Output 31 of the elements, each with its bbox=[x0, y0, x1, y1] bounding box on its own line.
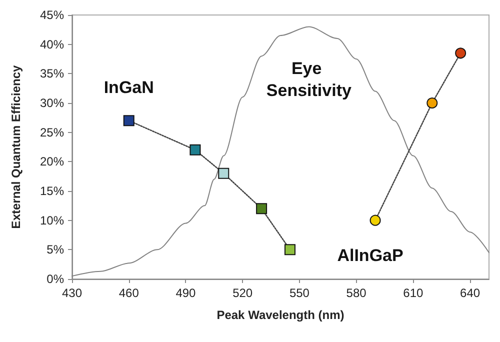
x-tick-label: 580 bbox=[346, 286, 367, 300]
y-tick-label: 0% bbox=[46, 272, 64, 286]
point bbox=[218, 168, 230, 179]
point bbox=[284, 244, 296, 256]
y-tick-label: 30% bbox=[40, 96, 64, 110]
x-tick-label: 550 bbox=[289, 286, 310, 300]
y-tick-label: 45% bbox=[40, 8, 64, 22]
x-tick-label: 460 bbox=[118, 286, 140, 300]
x-tick-label: 610 bbox=[403, 286, 424, 300]
x-tick-label: 520 bbox=[232, 286, 253, 300]
point bbox=[370, 214, 381, 226]
point bbox=[123, 115, 134, 126]
y-axis-title: External Quantum Efficiency bbox=[9, 64, 23, 229]
x-tick-label: 490 bbox=[176, 286, 196, 300]
y-tick-label: 20% bbox=[40, 154, 64, 169]
x-tick-label: 640 bbox=[460, 286, 480, 300]
y-tick-label: 15% bbox=[40, 184, 64, 198]
point bbox=[455, 48, 466, 59]
x-tick-label: 430 bbox=[62, 286, 82, 300]
y-tick-label: 25% bbox=[40, 125, 64, 140]
y-tick-label: 5% bbox=[46, 242, 64, 257]
point bbox=[426, 98, 438, 108]
series-label: AlInGaP bbox=[337, 246, 404, 265]
y-tick-label: 10% bbox=[40, 213, 64, 228]
y-tick-label: 35% bbox=[40, 66, 64, 81]
point bbox=[256, 203, 268, 214]
point bbox=[190, 144, 201, 156]
y-tick-label: 40% bbox=[40, 37, 64, 52]
series-label: InGaN bbox=[104, 78, 154, 98]
x-axis-title: Peak Wavelength (nm) bbox=[216, 308, 344, 322]
series-label: Eye Sensitivity bbox=[266, 59, 352, 100]
